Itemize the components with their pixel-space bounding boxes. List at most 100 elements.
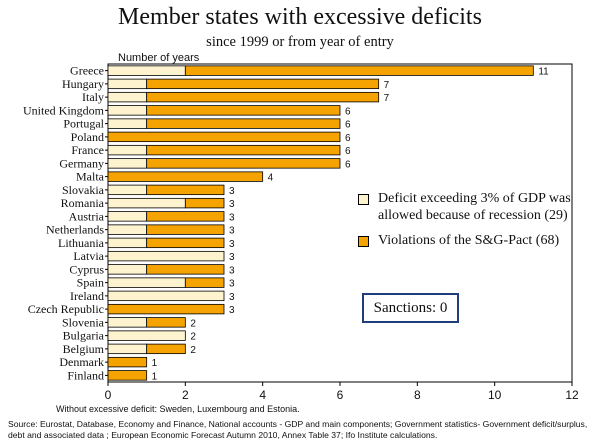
category-label: Czech Republic: [28, 302, 104, 316]
category-label: Slovakia: [62, 183, 105, 197]
violation-bar: [146, 91, 380, 103]
category-label: Hungary: [62, 77, 104, 91]
bar-total-label: 3: [229, 186, 235, 197]
bar-total-label: 3: [229, 292, 235, 303]
bar-total-label: 6: [345, 133, 351, 144]
allowed-bar: [107, 224, 148, 235]
category-label: Romania: [61, 196, 105, 210]
y-axis-label: Number of years: [118, 52, 200, 64]
bar-total-label: 3: [229, 279, 235, 290]
category-label: Greece: [70, 64, 104, 78]
allowed-bar: [107, 330, 186, 341]
category-label: United Kingdom: [23, 103, 105, 117]
bar-total-label: 2: [190, 332, 196, 343]
allowed-bar: [107, 118, 148, 129]
violation-bar: [184, 65, 534, 76]
category-label: Spain: [77, 276, 104, 290]
violation-bar: [146, 78, 380, 90]
allowed-bar: [107, 277, 186, 288]
violation-bar: [107, 370, 148, 381]
category-label: Portugal: [63, 117, 104, 131]
bar-total-label: 3: [229, 212, 235, 223]
violation-bar: [146, 158, 341, 169]
bar-total-label: 1: [152, 371, 158, 382]
category-label: France: [71, 143, 104, 157]
category-label: Italy: [82, 90, 104, 104]
x-tick-label: 6: [337, 388, 344, 402]
allowed-bar: [107, 211, 148, 222]
category-label: Denmark: [59, 355, 104, 369]
category-label: Slovenia: [62, 315, 105, 329]
violation-bar: [107, 131, 341, 143]
x-tick-label: 12: [565, 388, 579, 402]
category-label: Belgium: [63, 342, 105, 356]
violation-bar: [146, 237, 225, 249]
category-label: Austria: [69, 209, 105, 223]
category-label: Finland: [67, 368, 104, 382]
legend-label-allowed: Deficit exceeding 3% of GDP was allowed …: [378, 191, 571, 223]
violation-bar: [146, 224, 225, 235]
violation-bar: [146, 144, 341, 156]
legend-item-violation: Violations of the S&G-Pact (68): [358, 232, 578, 249]
legend: Deficit exceeding 3% of GDP was allowed …: [358, 190, 578, 257]
violation-bar: [184, 277, 225, 288]
bar-total-label: 6: [345, 106, 351, 117]
category-label: Netherlands: [46, 223, 104, 237]
bar-total-label: 6: [345, 159, 351, 170]
violation-bar: [146, 343, 186, 355]
category-label: Latvia: [73, 249, 104, 263]
bar-total-label: 4: [268, 173, 274, 184]
category-label: Poland: [71, 130, 104, 144]
legend-swatch-allowed: [358, 194, 369, 205]
x-tick-label: 4: [259, 388, 266, 402]
allowed-bar: [107, 290, 225, 302]
bar-total-label: 3: [229, 305, 235, 316]
allowed-bar: [107, 78, 148, 90]
bar-total-label: 3: [229, 265, 235, 276]
allowed-bar: [107, 197, 186, 209]
allowed-bar: [107, 343, 148, 355]
violation-bar: [107, 356, 148, 368]
bar-total-label: 6: [345, 120, 351, 131]
allowed-bar: [107, 250, 225, 262]
allowed-bar: [107, 237, 148, 249]
bar-total-label: 2: [190, 345, 196, 356]
category-label: Germany: [59, 156, 104, 170]
bar-total-label: 3: [229, 199, 235, 210]
x-tick-label: 2: [182, 388, 189, 402]
chart-subtitle: since 1999 or from year of entry: [206, 34, 394, 50]
source-note: Source: Eurostat, Database, Economy and …: [8, 419, 588, 440]
allowed-bar: [107, 184, 148, 196]
bar-total-label: 3: [229, 239, 235, 250]
legend-item-allowed: Deficit exceeding 3% of GDP was allowed …: [358, 190, 578, 224]
bar-total-label: 11: [538, 67, 549, 78]
allowed-bar: [107, 91, 148, 103]
violation-bar: [146, 105, 341, 116]
bar-total-label: 2: [190, 318, 196, 329]
allowed-bar: [107, 317, 148, 328]
x-tick-label: 8: [414, 388, 421, 402]
bar-total-label: 1: [152, 358, 158, 369]
allowed-bar: [107, 264, 148, 275]
bar-total-label: 7: [384, 80, 390, 91]
violation-bar: [107, 303, 225, 315]
bar-total-label: 6: [345, 146, 351, 157]
legend-swatch-violation: [358, 236, 369, 247]
allowed-bar: [107, 144, 148, 156]
category-label: Ireland: [70, 289, 104, 303]
violation-bar: [146, 118, 341, 129]
legend-label-violation: Violations of the S&G-Pact (68): [378, 233, 560, 248]
violation-bar: [146, 184, 225, 196]
category-label: Bulgaria: [63, 329, 105, 343]
category-label: Malta: [76, 170, 105, 184]
bar-total-label: 3: [229, 226, 235, 237]
footnote: Without excessive deficit: Sweden, Luxem…: [56, 404, 300, 414]
violation-bar: [146, 211, 225, 222]
chart-title: Member states with excessive deficits: [118, 4, 482, 30]
violation-bar: [184, 197, 225, 209]
category-label: Lithuania: [58, 236, 105, 250]
sanctions-box: Sanctions: 0: [362, 293, 459, 323]
violation-bar: [107, 171, 264, 182]
violation-bar: [146, 317, 186, 328]
